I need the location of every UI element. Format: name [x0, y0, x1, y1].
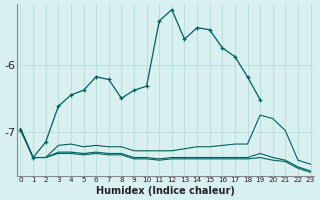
X-axis label: Humidex (Indice chaleur): Humidex (Indice chaleur) — [96, 186, 235, 196]
